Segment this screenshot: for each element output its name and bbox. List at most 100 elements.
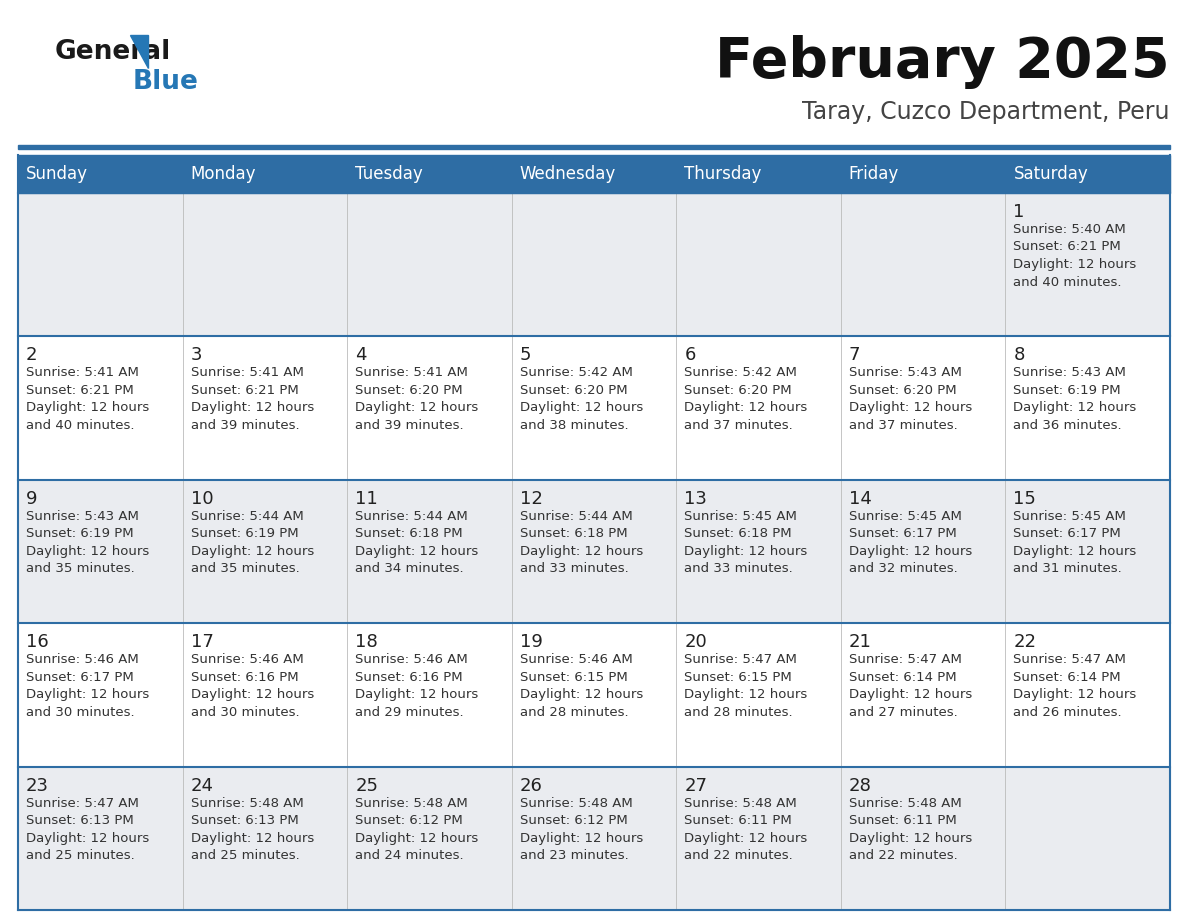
Text: Daylight: 12 hours: Daylight: 12 hours	[26, 401, 150, 414]
Text: Sunrise: 5:46 AM: Sunrise: 5:46 AM	[355, 654, 468, 666]
Text: Sunset: 6:19 PM: Sunset: 6:19 PM	[1013, 384, 1121, 397]
Text: 17: 17	[190, 633, 214, 651]
Text: and 30 minutes.: and 30 minutes.	[190, 706, 299, 719]
Text: and 40 minutes.: and 40 minutes.	[26, 419, 134, 431]
Text: Daylight: 12 hours: Daylight: 12 hours	[26, 832, 150, 845]
Text: 15: 15	[1013, 490, 1036, 508]
Bar	[18, 193, 1170, 336]
Text: and 37 minutes.: and 37 minutes.	[684, 419, 794, 431]
Text: and 40 minutes.: and 40 minutes.	[1013, 275, 1121, 288]
Text: Daylight: 12 hours: Daylight: 12 hours	[190, 832, 314, 845]
Text: Sunrise: 5:45 AM: Sunrise: 5:45 AM	[1013, 509, 1126, 522]
Bar	[18, 623, 1170, 767]
Text: Daylight: 12 hours: Daylight: 12 hours	[1013, 544, 1137, 558]
Text: Sunrise: 5:41 AM: Sunrise: 5:41 AM	[190, 366, 303, 379]
Text: Sunrise: 5:47 AM: Sunrise: 5:47 AM	[1013, 654, 1126, 666]
Text: 9: 9	[26, 490, 38, 508]
Text: 25: 25	[355, 777, 378, 795]
Text: and 22 minutes.: and 22 minutes.	[684, 849, 794, 862]
Text: Daylight: 12 hours: Daylight: 12 hours	[190, 544, 314, 558]
Text: Sunset: 6:15 PM: Sunset: 6:15 PM	[684, 671, 792, 684]
Text: and 28 minutes.: and 28 minutes.	[519, 706, 628, 719]
Text: General: General	[55, 39, 171, 65]
Text: Sunrise: 5:47 AM: Sunrise: 5:47 AM	[684, 654, 797, 666]
Text: Sunrise: 5:46 AM: Sunrise: 5:46 AM	[519, 654, 632, 666]
Text: Sunset: 6:20 PM: Sunset: 6:20 PM	[849, 384, 956, 397]
Text: Sunrise: 5:48 AM: Sunrise: 5:48 AM	[519, 797, 632, 810]
Text: Sunset: 6:13 PM: Sunset: 6:13 PM	[190, 814, 298, 827]
Text: 20: 20	[684, 633, 707, 651]
Text: 5: 5	[519, 346, 531, 364]
Text: Daylight: 12 hours: Daylight: 12 hours	[519, 688, 643, 701]
Text: 18: 18	[355, 633, 378, 651]
Text: Sunrise: 5:48 AM: Sunrise: 5:48 AM	[190, 797, 303, 810]
Text: Daylight: 12 hours: Daylight: 12 hours	[684, 401, 808, 414]
Text: Daylight: 12 hours: Daylight: 12 hours	[26, 688, 150, 701]
Text: and 27 minutes.: and 27 minutes.	[849, 706, 958, 719]
Text: Sunrise: 5:46 AM: Sunrise: 5:46 AM	[26, 654, 139, 666]
Text: 2: 2	[26, 346, 38, 364]
Text: Daylight: 12 hours: Daylight: 12 hours	[1013, 258, 1137, 271]
Text: Sunrise: 5:41 AM: Sunrise: 5:41 AM	[355, 366, 468, 379]
Text: and 25 minutes.: and 25 minutes.	[190, 849, 299, 862]
Text: Sunrise: 5:48 AM: Sunrise: 5:48 AM	[684, 797, 797, 810]
Text: 11: 11	[355, 490, 378, 508]
Text: Sunrise: 5:48 AM: Sunrise: 5:48 AM	[849, 797, 961, 810]
Text: 23: 23	[26, 777, 49, 795]
Text: Daylight: 12 hours: Daylight: 12 hours	[355, 688, 479, 701]
Text: 28: 28	[849, 777, 872, 795]
Text: Saturday: Saturday	[1013, 165, 1088, 183]
Text: Sunset: 6:11 PM: Sunset: 6:11 PM	[849, 814, 956, 827]
Text: Sunset: 6:20 PM: Sunset: 6:20 PM	[519, 384, 627, 397]
Text: 24: 24	[190, 777, 214, 795]
Bar	[18, 480, 1170, 623]
Text: Sunset: 6:14 PM: Sunset: 6:14 PM	[1013, 671, 1121, 684]
Bar	[18, 336, 1170, 480]
Text: 4: 4	[355, 346, 367, 364]
Text: Wednesday: Wednesday	[519, 165, 615, 183]
Text: and 35 minutes.: and 35 minutes.	[26, 563, 134, 576]
Text: Daylight: 12 hours: Daylight: 12 hours	[355, 401, 479, 414]
Text: 12: 12	[519, 490, 543, 508]
Bar	[18, 145, 1170, 149]
Text: and 33 minutes.: and 33 minutes.	[684, 563, 794, 576]
Text: Sunset: 6:16 PM: Sunset: 6:16 PM	[190, 671, 298, 684]
Text: Sunset: 6:12 PM: Sunset: 6:12 PM	[519, 814, 627, 827]
Text: and 30 minutes.: and 30 minutes.	[26, 706, 134, 719]
Text: and 37 minutes.: and 37 minutes.	[849, 419, 958, 431]
Text: and 31 minutes.: and 31 minutes.	[1013, 563, 1123, 576]
Text: Daylight: 12 hours: Daylight: 12 hours	[26, 544, 150, 558]
Text: Daylight: 12 hours: Daylight: 12 hours	[1013, 688, 1137, 701]
Text: 19: 19	[519, 633, 543, 651]
Text: Sunrise: 5:47 AM: Sunrise: 5:47 AM	[26, 797, 139, 810]
Text: 14: 14	[849, 490, 872, 508]
Text: Sunset: 6:21 PM: Sunset: 6:21 PM	[26, 384, 134, 397]
Text: Sunset: 6:14 PM: Sunset: 6:14 PM	[849, 671, 956, 684]
Text: Sunset: 6:20 PM: Sunset: 6:20 PM	[355, 384, 463, 397]
Text: Sunset: 6:19 PM: Sunset: 6:19 PM	[190, 527, 298, 541]
Text: 22: 22	[1013, 633, 1036, 651]
Text: Sunset: 6:15 PM: Sunset: 6:15 PM	[519, 671, 627, 684]
Text: Sunrise: 5:46 AM: Sunrise: 5:46 AM	[190, 654, 303, 666]
Text: Daylight: 12 hours: Daylight: 12 hours	[519, 832, 643, 845]
Text: Sunset: 6:21 PM: Sunset: 6:21 PM	[1013, 241, 1121, 253]
Text: Sunrise: 5:42 AM: Sunrise: 5:42 AM	[684, 366, 797, 379]
Text: Sunrise: 5:44 AM: Sunrise: 5:44 AM	[190, 509, 303, 522]
Text: Sunrise: 5:41 AM: Sunrise: 5:41 AM	[26, 366, 139, 379]
Text: Daylight: 12 hours: Daylight: 12 hours	[355, 544, 479, 558]
Text: 7: 7	[849, 346, 860, 364]
Text: Daylight: 12 hours: Daylight: 12 hours	[355, 832, 479, 845]
Text: Sunset: 6:17 PM: Sunset: 6:17 PM	[1013, 527, 1121, 541]
Text: and 39 minutes.: and 39 minutes.	[355, 419, 463, 431]
Text: Sunrise: 5:45 AM: Sunrise: 5:45 AM	[684, 509, 797, 522]
Text: 8: 8	[1013, 346, 1025, 364]
Text: 1: 1	[1013, 203, 1025, 221]
Text: Thursday: Thursday	[684, 165, 762, 183]
Text: Sunset: 6:18 PM: Sunset: 6:18 PM	[355, 527, 463, 541]
Text: Sunset: 6:21 PM: Sunset: 6:21 PM	[190, 384, 298, 397]
Text: and 26 minutes.: and 26 minutes.	[1013, 706, 1121, 719]
Text: Sunrise: 5:44 AM: Sunrise: 5:44 AM	[519, 509, 632, 522]
Text: Sunrise: 5:43 AM: Sunrise: 5:43 AM	[26, 509, 139, 522]
Text: and 35 minutes.: and 35 minutes.	[190, 563, 299, 576]
Text: and 22 minutes.: and 22 minutes.	[849, 849, 958, 862]
